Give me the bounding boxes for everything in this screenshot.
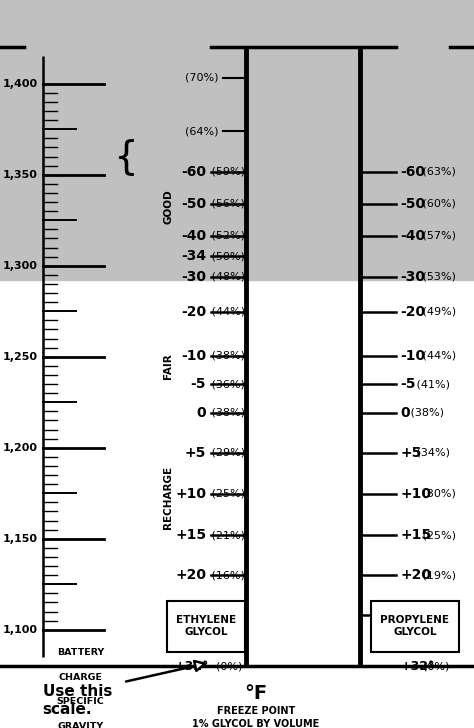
Text: 1,150: 1,150 <box>3 534 38 544</box>
Text: +32°: +32° <box>174 660 209 673</box>
Text: (19%): (19%) <box>419 570 456 580</box>
Text: 0: 0 <box>401 405 410 420</box>
Text: (34%): (34%) <box>413 448 450 458</box>
Text: -10: -10 <box>401 349 426 363</box>
Text: -40: -40 <box>181 229 206 243</box>
FancyBboxPatch shape <box>167 601 246 652</box>
Text: -30: -30 <box>401 269 426 284</box>
Text: {: { <box>113 138 138 175</box>
Text: +15: +15 <box>401 528 432 542</box>
Text: +20: +20 <box>175 568 206 582</box>
Text: (50%): (50%) <box>208 251 245 261</box>
Text: (60%): (60%) <box>419 199 456 209</box>
Text: (59%): (59%) <box>208 167 245 177</box>
Text: -30: -30 <box>181 269 206 284</box>
Text: (0%): (0%) <box>209 661 242 671</box>
Text: (38%): (38%) <box>208 408 245 418</box>
Text: (38%): (38%) <box>208 351 245 361</box>
Text: (63%): (63%) <box>419 167 456 177</box>
Text: -5: -5 <box>401 377 416 392</box>
Text: -5: -5 <box>191 377 206 392</box>
Text: (16%): (16%) <box>208 570 245 580</box>
Text: (53%): (53%) <box>419 272 456 282</box>
Text: (30%): (30%) <box>419 488 456 499</box>
Text: -50: -50 <box>181 197 206 211</box>
Text: 0: 0 <box>197 405 206 420</box>
Text: GOOD: GOOD <box>163 189 173 224</box>
Text: +25: +25 <box>401 608 432 622</box>
Text: CHARGE: CHARGE <box>59 673 102 681</box>
Bar <box>0 0 474 280</box>
Text: +10: +10 <box>401 486 431 501</box>
Text: (44%): (44%) <box>419 351 456 361</box>
Text: (64%): (64%) <box>184 126 218 136</box>
Text: 1,350: 1,350 <box>3 170 38 180</box>
FancyBboxPatch shape <box>371 601 459 652</box>
Text: -60: -60 <box>181 165 206 179</box>
Text: +25: +25 <box>175 608 206 622</box>
Text: +20: +20 <box>401 568 431 582</box>
Text: -20: -20 <box>401 304 426 319</box>
Text: (36%): (36%) <box>208 379 245 389</box>
Text: 1,200: 1,200 <box>3 443 38 453</box>
Text: PROPYLENE
GLYCOL: PROPYLENE GLYCOL <box>380 615 449 637</box>
Text: SPECIFIC: SPECIFIC <box>57 697 104 706</box>
Text: (70%): (70%) <box>184 73 218 83</box>
Text: (57%): (57%) <box>419 231 456 241</box>
Text: (44%): (44%) <box>208 306 245 317</box>
Text: RECHARGE: RECHARGE <box>163 466 173 529</box>
Text: -34: -34 <box>181 249 206 264</box>
Text: (25%): (25%) <box>419 530 456 540</box>
Text: (25%): (25%) <box>208 488 245 499</box>
Text: -50: -50 <box>401 197 426 211</box>
Text: (29%): (29%) <box>208 448 245 458</box>
Text: -20: -20 <box>181 304 206 319</box>
Text: -10: -10 <box>181 349 206 363</box>
Text: +5: +5 <box>185 446 206 460</box>
Text: (12%): (12%) <box>419 610 456 620</box>
Text: FREEZE POINT
1% GLYCOL BY VOLUME: FREEZE POINT 1% GLYCOL BY VOLUME <box>192 706 319 728</box>
Text: (52%): (52%) <box>208 231 245 241</box>
Text: FAIR: FAIR <box>163 353 173 379</box>
Text: BATTERY: BATTERY <box>57 648 104 657</box>
Text: -60: -60 <box>401 165 426 179</box>
Text: (49%): (49%) <box>419 306 456 317</box>
Text: +32°: +32° <box>401 660 435 673</box>
Text: °F: °F <box>245 684 267 703</box>
Text: (48%): (48%) <box>208 272 245 282</box>
Text: (0%): (0%) <box>423 661 450 671</box>
Text: Use this
scale.: Use this scale. <box>43 684 112 717</box>
Text: 1,100: 1,100 <box>3 625 38 635</box>
Text: +15: +15 <box>175 528 206 542</box>
Text: -40: -40 <box>401 229 426 243</box>
Text: (41%): (41%) <box>413 379 450 389</box>
Text: (10%): (10%) <box>208 610 245 620</box>
Text: 1,300: 1,300 <box>3 261 38 271</box>
Text: +10: +10 <box>175 486 206 501</box>
Text: (56%): (56%) <box>208 199 245 209</box>
Text: GRAVITY: GRAVITY <box>57 722 104 728</box>
Text: 1,250: 1,250 <box>3 352 38 362</box>
Text: (21%): (21%) <box>208 530 245 540</box>
Text: ETHYLENE
GLYCOL: ETHYLENE GLYCOL <box>176 615 236 637</box>
Text: +5: +5 <box>401 446 422 460</box>
Text: 1,400: 1,400 <box>3 79 38 89</box>
Text: (38%): (38%) <box>407 408 444 418</box>
